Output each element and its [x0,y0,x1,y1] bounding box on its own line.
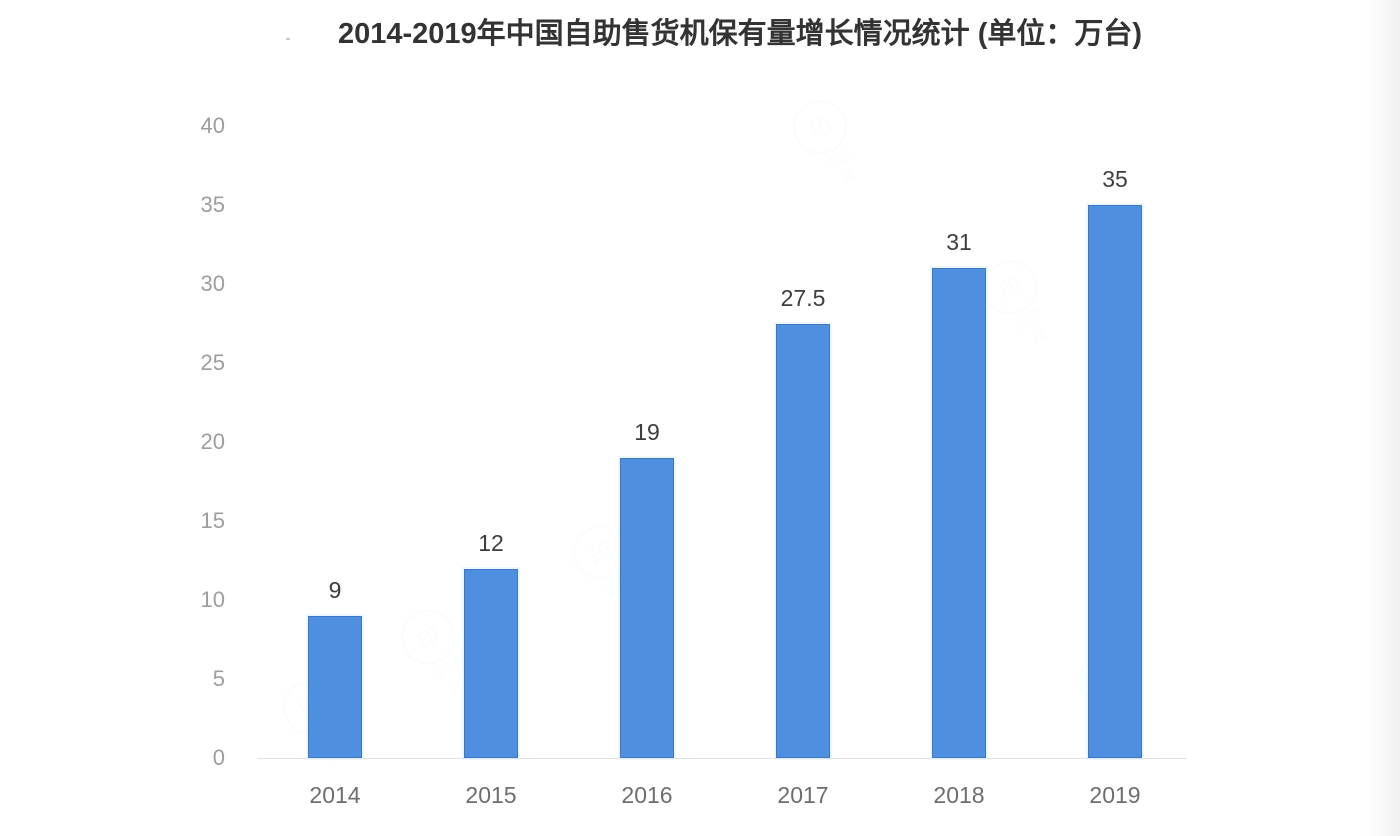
svg-text:网: 网 [838,166,860,188]
svg-text:企研: 企研 [429,654,464,685]
svg-text:网: 网 [1028,326,1050,348]
svg-text:印: 印 [413,622,445,655]
svg-text:印: 印 [585,537,617,570]
svg-text:印: 印 [995,272,1027,305]
svg-text:企研: 企研 [821,144,856,175]
svg-text:印: 印 [805,112,837,145]
svg-text:企研: 企研 [1011,304,1046,335]
